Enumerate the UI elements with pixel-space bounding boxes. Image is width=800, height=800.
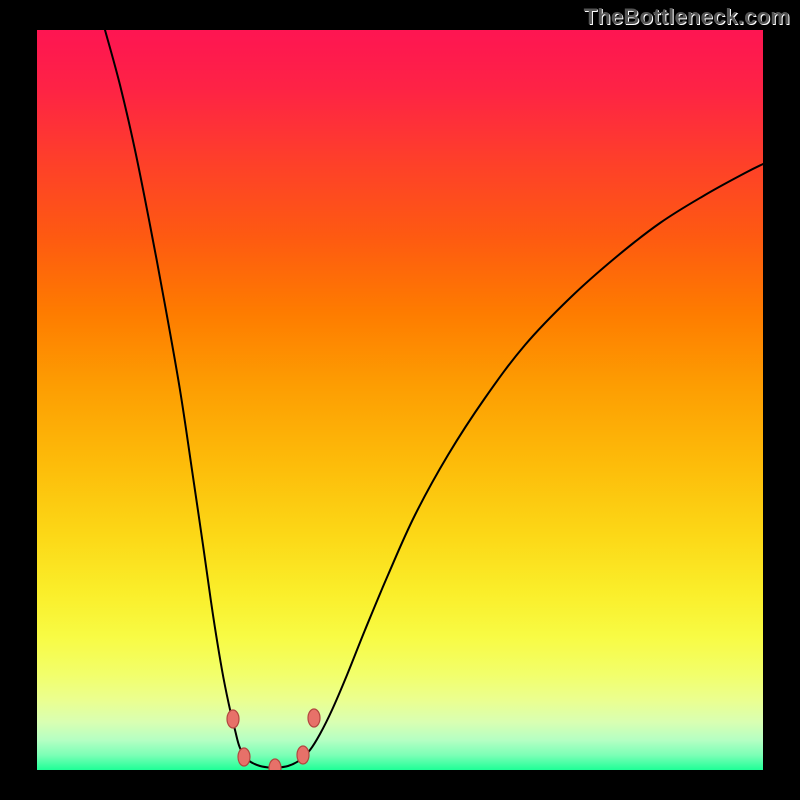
bottleneck-marker: [308, 709, 320, 727]
bottleneck-marker: [227, 710, 239, 728]
bottleneck-marker: [297, 746, 309, 764]
plot-area: [37, 30, 763, 770]
chart-svg: [0, 0, 800, 800]
bottleneck-marker: [238, 748, 250, 766]
chart-container: TheBottleneck.com: [0, 0, 800, 800]
watermark-text: TheBottleneck.com: [584, 4, 790, 30]
